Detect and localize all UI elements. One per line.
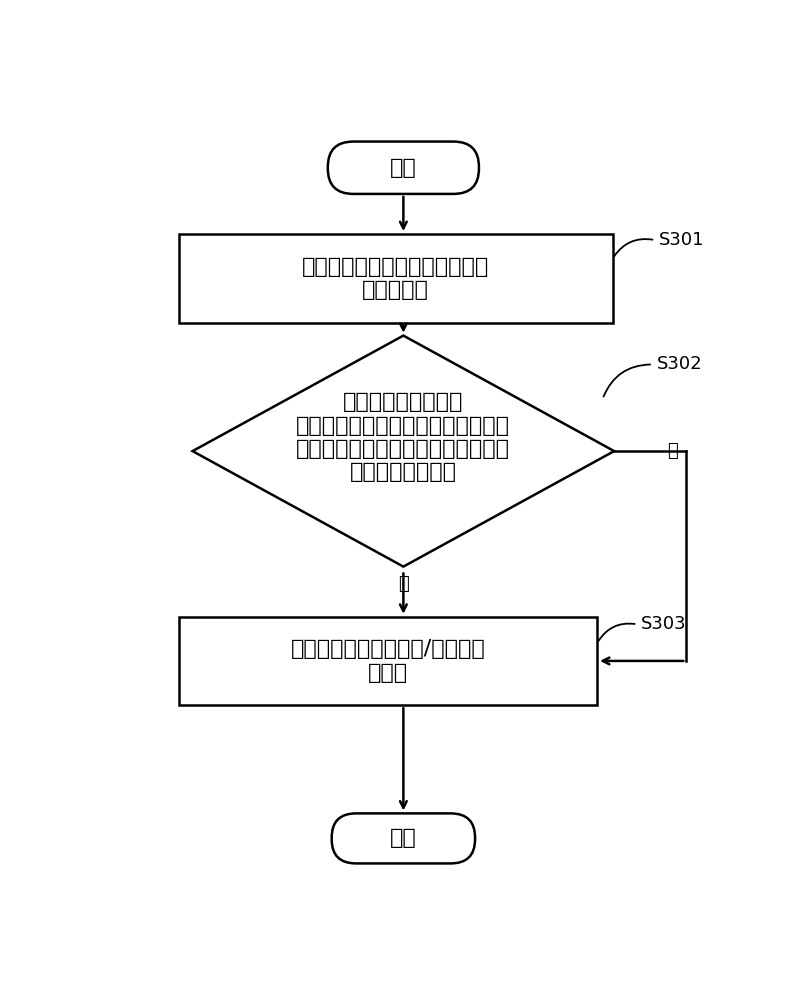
Text: 两触摸点滑动的位移
是否同时大于第一阁值且两触摸点最
终落点的距离差是否小于第二阁值或
者大于第四阁值？: 两触摸点滑动的位移 是否同时大于第一阁值且两触摸点最 终落点的距离差是否小于第二… [296,392,510,482]
Bar [179,234,612,323]
Text: S302: S302 [657,355,702,373]
Text: 是: 是 [398,575,409,593]
Text: 监测用户在触摸屏上的触摸动作
及滑动轨迹: 监测用户在触摸屏上的触摸动作 及滑动轨迹 [302,257,489,300]
FancyBboxPatch shape [332,813,475,863]
Text: S303: S303 [642,615,687,633]
Text: 否: 否 [667,442,678,460]
Text: 开始: 开始 [390,158,417,178]
Text: 关闭应用程序子窗口和/或关闭屏
幕亮度: 关闭应用程序子窗口和/或关闭屏 幕亮度 [290,639,485,683]
Polygon shape [193,336,614,567]
Text: S301: S301 [659,231,705,249]
FancyBboxPatch shape [328,142,479,194]
Bar [179,617,597,705]
Text: 结束: 结束 [390,828,417,848]
